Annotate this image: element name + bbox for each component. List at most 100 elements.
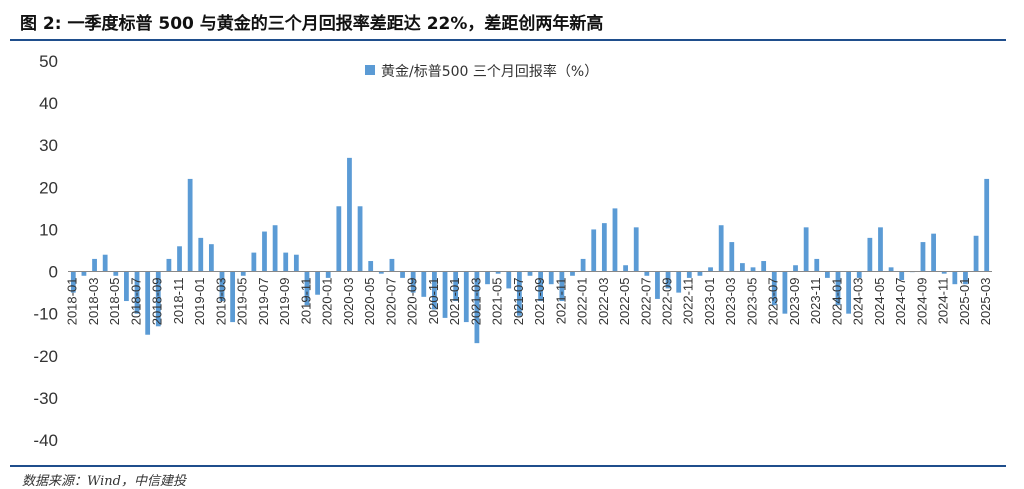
bar bbox=[336, 206, 342, 272]
x-tick-label: 2018-03 bbox=[86, 278, 101, 326]
bar bbox=[708, 267, 713, 272]
y-tick-label: -30 bbox=[33, 389, 58, 408]
bar bbox=[421, 271, 427, 297]
x-tick-label: 2024-11 bbox=[936, 278, 951, 325]
bar bbox=[580, 258, 586, 272]
bar bbox=[846, 271, 852, 314]
x-tick-label: 2019-03 bbox=[213, 278, 228, 326]
x-tick-label: 2025-01 bbox=[957, 278, 972, 326]
x-tick-label: 2024-01 bbox=[829, 278, 844, 326]
x-tick-label: 2024-09 bbox=[914, 278, 929, 326]
bar bbox=[134, 271, 140, 314]
y-tick-label: 20 bbox=[39, 178, 58, 197]
x-tick-label: 2020-03 bbox=[341, 278, 356, 326]
bar bbox=[124, 271, 129, 302]
chart-title: 图 2: 一季度标普 500 与黄金的三个月回报率差距达 22%，差距创两年新高 bbox=[20, 14, 604, 34]
x-tick-label: 2018-11 bbox=[171, 278, 186, 325]
x-tick-label: 2021-09 bbox=[532, 278, 547, 326]
bar bbox=[899, 271, 905, 280]
y-tick-label: 0 bbox=[49, 263, 58, 282]
bar bbox=[612, 208, 618, 272]
x-tick-label: 2022-05 bbox=[617, 278, 632, 326]
bar bbox=[240, 271, 246, 276]
x-tick-label: 2019-01 bbox=[192, 278, 207, 326]
bar bbox=[559, 271, 565, 302]
x-tick-label: 2022-11 bbox=[681, 278, 696, 325]
bar bbox=[113, 271, 119, 276]
bar bbox=[442, 271, 448, 318]
bar bbox=[155, 271, 161, 327]
bar bbox=[803, 227, 809, 272]
bottom-divider bbox=[10, 465, 1006, 467]
bar bbox=[92, 258, 97, 272]
x-tick-label: 2022-07 bbox=[638, 278, 653, 326]
x-tick-label: 2018-01 bbox=[65, 278, 80, 326]
bar bbox=[389, 258, 395, 272]
bar bbox=[644, 271, 650, 276]
bar bbox=[771, 271, 777, 306]
y-tick-label: 10 bbox=[39, 220, 58, 239]
bar bbox=[485, 271, 490, 285]
x-tick-label: 2018-05 bbox=[107, 278, 122, 326]
x-tick-label: 2019-07 bbox=[256, 278, 271, 326]
bar bbox=[293, 254, 299, 272]
bar bbox=[325, 271, 331, 278]
bar bbox=[665, 271, 671, 289]
bar bbox=[495, 271, 501, 274]
bar bbox=[145, 271, 151, 335]
x-tick-label: 2021-01 bbox=[447, 278, 462, 326]
bar bbox=[761, 261, 767, 272]
bar bbox=[729, 242, 735, 272]
bar bbox=[378, 271, 384, 274]
x-tick-label: 2020-11 bbox=[426, 278, 441, 325]
bar bbox=[432, 271, 437, 310]
x-tick-label: 2020-01 bbox=[320, 278, 335, 326]
bar bbox=[208, 244, 214, 272]
x-tick-label: 2020-09 bbox=[405, 278, 420, 326]
bar bbox=[740, 263, 745, 272]
bar bbox=[931, 233, 936, 272]
x-tick-label: 2018-07 bbox=[128, 278, 143, 326]
x-tick-label: 2021-11 bbox=[553, 278, 568, 325]
bar bbox=[516, 271, 522, 316]
bar bbox=[538, 271, 544, 302]
legend: 黄金/标普500 三个月回报率（%） bbox=[365, 63, 598, 80]
bar bbox=[474, 271, 480, 344]
bar bbox=[198, 237, 204, 272]
x-tick-label: 2025-03 bbox=[978, 278, 993, 326]
x-tick-label: 2022-09 bbox=[660, 278, 675, 326]
x-tick-label: 2019-05 bbox=[235, 278, 250, 326]
bar bbox=[347, 157, 352, 272]
bar bbox=[793, 265, 798, 272]
bar bbox=[410, 271, 416, 293]
x-axis: 2018-01 2018-03 2018-05 2018-07 2018-09 2018-… bbox=[65, 278, 993, 326]
x-tick-label: 2023-03 bbox=[723, 278, 738, 326]
bar bbox=[453, 271, 459, 302]
y-tick-label: 50 bbox=[39, 52, 58, 71]
x-tick-label: 2023-05 bbox=[744, 278, 759, 326]
bar bbox=[400, 271, 405, 278]
x-tick-label: 2020-05 bbox=[362, 278, 377, 326]
x-tick-label: 2023-11 bbox=[808, 278, 823, 325]
bar bbox=[527, 271, 533, 276]
y-axis: -40 -30 -20 -10 0 10 20 30 40 50 bbox=[33, 52, 58, 450]
source-note: 数据来源：Wind，中信建投 bbox=[22, 474, 186, 489]
bar bbox=[655, 271, 660, 299]
bar bbox=[952, 271, 958, 285]
bar bbox=[262, 231, 267, 272]
bar bbox=[315, 271, 320, 295]
bar bbox=[973, 235, 979, 272]
bar bbox=[219, 271, 225, 302]
bar bbox=[251, 252, 257, 272]
bar bbox=[878, 227, 883, 272]
bar bbox=[368, 261, 374, 272]
y-tick-label: -10 bbox=[33, 305, 58, 324]
bar bbox=[856, 271, 862, 278]
x-tick-label: 2024-05 bbox=[872, 278, 887, 326]
bar bbox=[686, 271, 692, 278]
bar bbox=[506, 271, 512, 289]
bar bbox=[984, 178, 990, 272]
bar bbox=[177, 246, 182, 272]
bar bbox=[283, 252, 289, 272]
bar bbox=[601, 223, 607, 272]
